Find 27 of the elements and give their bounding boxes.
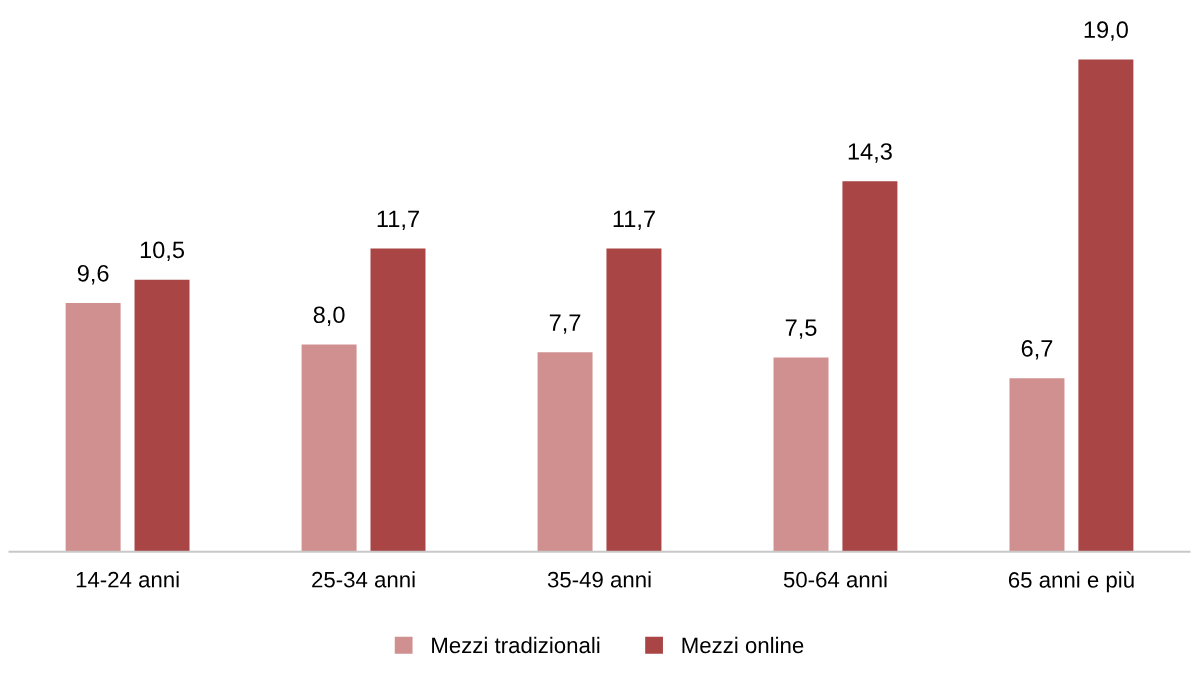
bar xyxy=(370,248,426,552)
data-label: 6,7 xyxy=(1021,340,1053,360)
bar xyxy=(1078,59,1134,552)
bar xyxy=(842,181,898,552)
data-label: 19,0 xyxy=(1084,21,1128,41)
bar xyxy=(606,248,662,552)
x-tick-label: 25-34 anni xyxy=(312,571,415,588)
legend-label: Mezzi online xyxy=(682,636,804,654)
x-tick-label: 65 anni e più xyxy=(1008,571,1134,593)
bar xyxy=(537,352,593,552)
data-label: 7,7 xyxy=(549,314,581,334)
bar xyxy=(301,344,357,552)
data-label: 10,5 xyxy=(140,241,185,262)
data-label: 11,7 xyxy=(613,210,655,231)
x-tick-label: 35-49 anni xyxy=(547,571,651,588)
bar xyxy=(65,302,121,552)
x-tick-label: 14-24 anni xyxy=(76,571,179,588)
bar xyxy=(773,357,829,552)
bar xyxy=(134,279,190,552)
legend-label: Mezzi tradizionali xyxy=(432,636,600,654)
data-label: 11,7 xyxy=(377,210,419,231)
data-label: 9,6 xyxy=(77,264,109,285)
x-tick-label: 50-64 anni xyxy=(783,571,887,588)
bar xyxy=(1009,378,1065,552)
data-label: 8,0 xyxy=(313,306,345,326)
data-label: 14,3 xyxy=(848,143,892,163)
data-label: 7,5 xyxy=(785,319,817,339)
